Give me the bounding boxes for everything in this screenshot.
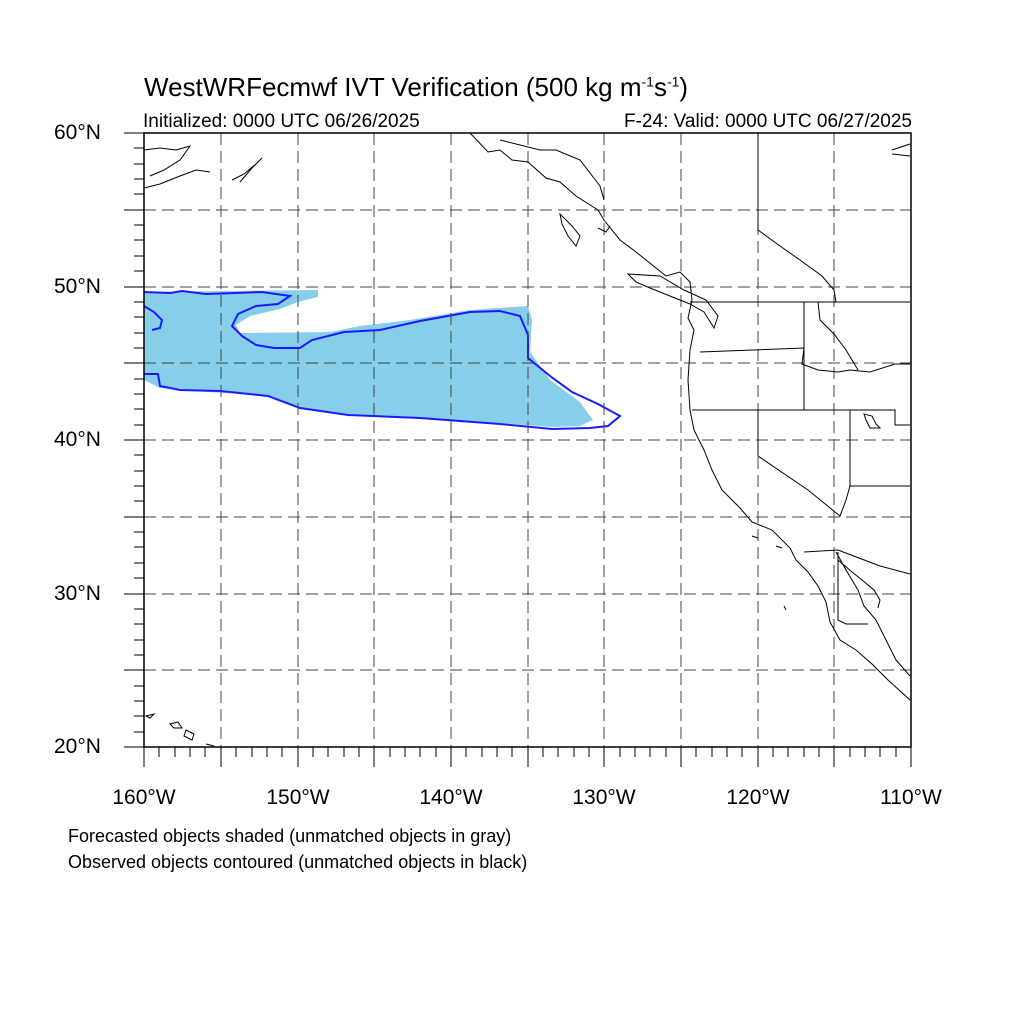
chart-title: WestWRFecmwf IVT Verification (500 kg m-… xyxy=(144,72,689,102)
observed-contour xyxy=(143,289,622,431)
init-time-label: Initialized: 0000 UTC 06/26/2025 xyxy=(143,111,420,132)
lon-label-140: 140°W xyxy=(419,786,483,809)
lon-label-160: 160°W xyxy=(112,786,176,809)
observed-legend-note: Observed objects contoured (unmatched ob… xyxy=(68,852,528,872)
forecast-object xyxy=(144,290,593,427)
lat-label-30: 30°N xyxy=(54,582,101,605)
state-borders xyxy=(690,133,911,625)
coastlines xyxy=(143,132,911,747)
lon-label-130: 130°W xyxy=(572,786,636,809)
lon-label-150: 150°W xyxy=(266,786,330,809)
valid-time-label: F-24: Valid: 0000 UTC 06/27/2025 xyxy=(624,111,912,132)
lon-label-120: 120°W xyxy=(726,786,790,809)
forecast-legend-note: Forecasted objects shaded (unmatched obj… xyxy=(68,826,512,846)
lat-label-20: 20°N xyxy=(54,735,101,758)
lat-label-60: 60°N xyxy=(54,121,101,144)
axis-ticks xyxy=(124,132,912,767)
lat-label-50: 50°N xyxy=(54,275,101,298)
graticule xyxy=(144,133,911,747)
lat-label-40: 40°N xyxy=(54,428,101,451)
lon-label-110: 110°W xyxy=(880,786,942,809)
